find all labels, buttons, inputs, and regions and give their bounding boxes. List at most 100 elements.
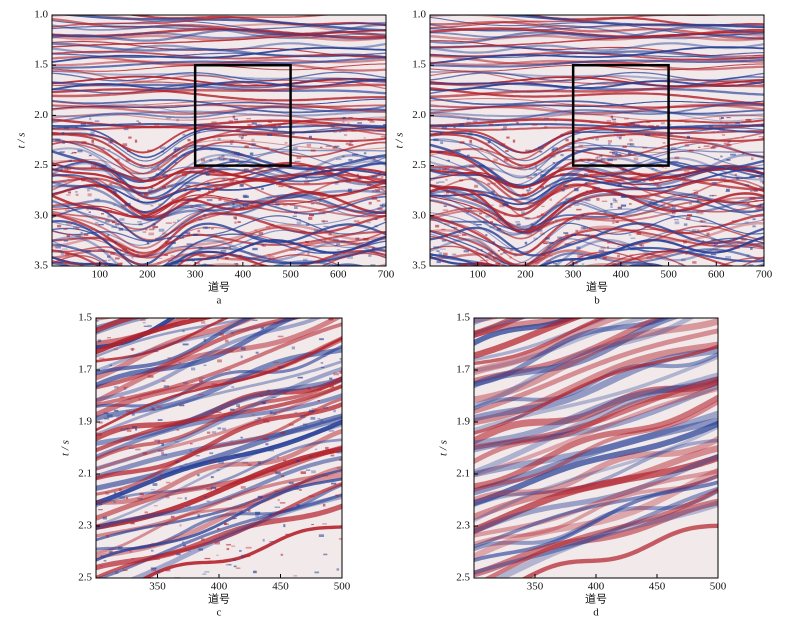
reflector (168, 245, 386, 266)
noise (509, 249, 513, 252)
noise (131, 413, 135, 416)
noise (560, 153, 564, 157)
reflector (47, 0, 391, 2)
noise (61, 248, 68, 250)
noise (353, 220, 360, 223)
noise (119, 488, 122, 491)
noise (101, 213, 104, 215)
noise (271, 179, 277, 182)
reflector (47, 0, 391, 1)
noise (683, 241, 687, 244)
noise (274, 506, 281, 508)
noise (355, 237, 359, 241)
noise (225, 211, 229, 215)
noise (153, 505, 158, 507)
x-tick-label: 400 (588, 581, 605, 593)
noise (622, 145, 627, 148)
noise (114, 386, 119, 389)
noise (258, 394, 264, 397)
noise (265, 443, 269, 446)
noise (61, 132, 65, 135)
reflector (96, 424, 342, 528)
reflector (52, 34, 386, 42)
noise (610, 115, 614, 119)
noise (381, 180, 386, 183)
noise (323, 220, 329, 223)
noise (726, 188, 730, 191)
noise (142, 322, 146, 324)
noise (359, 242, 365, 244)
noise (438, 252, 443, 256)
noise (210, 486, 217, 490)
noise (251, 414, 256, 416)
noise (119, 250, 122, 252)
noise (526, 177, 533, 179)
noise (59, 151, 65, 153)
noise (114, 223, 120, 226)
noise (240, 355, 243, 359)
noise (126, 410, 131, 413)
x-tick-label: 200 (517, 269, 534, 281)
noise (165, 569, 171, 572)
noise (639, 244, 643, 247)
noise (91, 142, 95, 145)
noise (670, 215, 675, 217)
noise (113, 204, 116, 206)
noise (559, 223, 565, 225)
noise (550, 154, 556, 158)
noise (468, 131, 473, 135)
noise (293, 575, 298, 577)
noise (88, 121, 94, 124)
noise (264, 146, 270, 149)
noise (156, 262, 162, 264)
reflector (52, 133, 386, 168)
noise (237, 153, 244, 156)
noise (214, 487, 220, 491)
noise (741, 152, 745, 155)
noise (252, 319, 258, 321)
reflector (425, 0, 769, 7)
noise (243, 168, 249, 171)
noise (265, 226, 271, 228)
noise (231, 386, 235, 388)
seismic-image (474, 318, 718, 578)
noise (75, 126, 78, 129)
noise (204, 557, 211, 560)
noise (179, 404, 185, 407)
noise (334, 182, 339, 185)
noise (571, 233, 577, 236)
noise (219, 333, 224, 336)
noise (254, 418, 260, 421)
noise (583, 173, 588, 176)
noise (544, 117, 550, 119)
noise (258, 232, 264, 235)
noise (560, 133, 564, 136)
noise (308, 166, 312, 168)
noise (328, 232, 332, 236)
reflector (202, 263, 386, 266)
noise (268, 513, 272, 517)
reflector (96, 366, 342, 471)
noise (232, 202, 235, 206)
reflector (96, 318, 215, 355)
noise (630, 237, 636, 239)
noise (555, 264, 560, 266)
noise (513, 254, 518, 257)
noise (435, 181, 439, 184)
reflector (96, 397, 342, 496)
noise (153, 123, 160, 126)
noise (335, 494, 339, 497)
noise (458, 231, 461, 234)
reflector (52, 56, 386, 69)
noise (122, 253, 125, 255)
noise (561, 188, 565, 192)
reflector (52, 215, 386, 242)
noise (118, 227, 124, 231)
reflector (474, 498, 718, 578)
panel: 100 200 300 400 500 600 700 1.0 1.5 2.0 2.5 3.0 3.5 道… (394, 0, 773, 307)
noise (123, 128, 129, 131)
noise (529, 167, 535, 170)
noise (197, 229, 201, 233)
noise (295, 219, 301, 221)
noise (540, 185, 545, 189)
